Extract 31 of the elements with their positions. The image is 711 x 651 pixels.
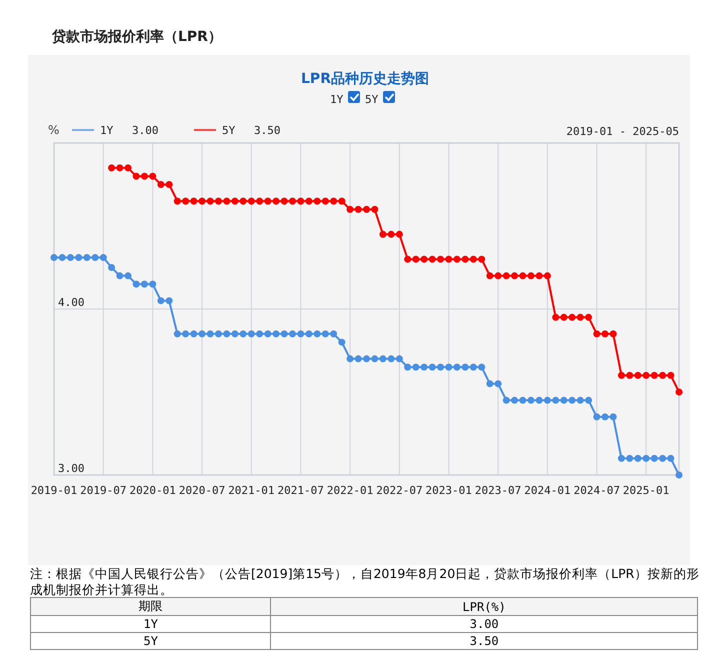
chart-subtitle: LPR品种历史走势图 [301, 71, 429, 87]
text: 2019-01 - 2025-05 [566, 125, 679, 138]
x-tick-label: 2024-07 [574, 484, 620, 497]
text: 3.00 [470, 617, 499, 631]
x-tick-label: 2021-01 [228, 484, 275, 497]
text: 期限 [30, 598, 271, 616]
x-tick-label: 2022-07 [376, 484, 423, 497]
x-tick-label: 2024-01 [524, 484, 571, 497]
text: 5Y [365, 93, 378, 106]
y-tick-label: 4.00 [58, 296, 84, 309]
x-tick-label: 2025-01 [622, 484, 670, 497]
x-tick-label: 2019-07 [80, 484, 127, 497]
text: 1Y [330, 93, 344, 106]
text: LPR(%) [270, 598, 698, 616]
x-tick-label: 2021-07 [278, 484, 324, 497]
chart-title: 贷款市场报价利率（LPR） [51, 28, 222, 45]
text: 5Y [30, 632, 271, 650]
text: 注：根据《中国人民银行公告》（公告[2019]第15号），自2019年8月20日起，贷款市场报价利率（LPR）按新的形成机制报价并计算得出。 [30, 566, 700, 598]
text: 3.50 [470, 634, 499, 648]
x-tick-label: 2023-07 [474, 484, 522, 497]
x-tick-label: 2020-01 [130, 484, 176, 497]
x-tick-label: 2019-01 [30, 484, 78, 497]
text: 1Y [30, 616, 271, 632]
x-tick-label: 2020-07 [178, 484, 226, 497]
text: 3.00 [132, 124, 158, 137]
legend-label: 1Y [100, 124, 114, 137]
x-tick-label: 2022-01 [326, 484, 374, 497]
legend-label: 5Y [222, 124, 236, 137]
x-tick-label: 2023-01 [426, 484, 472, 497]
text: 3.50 [254, 124, 280, 137]
y-axis-title: % [48, 123, 60, 137]
